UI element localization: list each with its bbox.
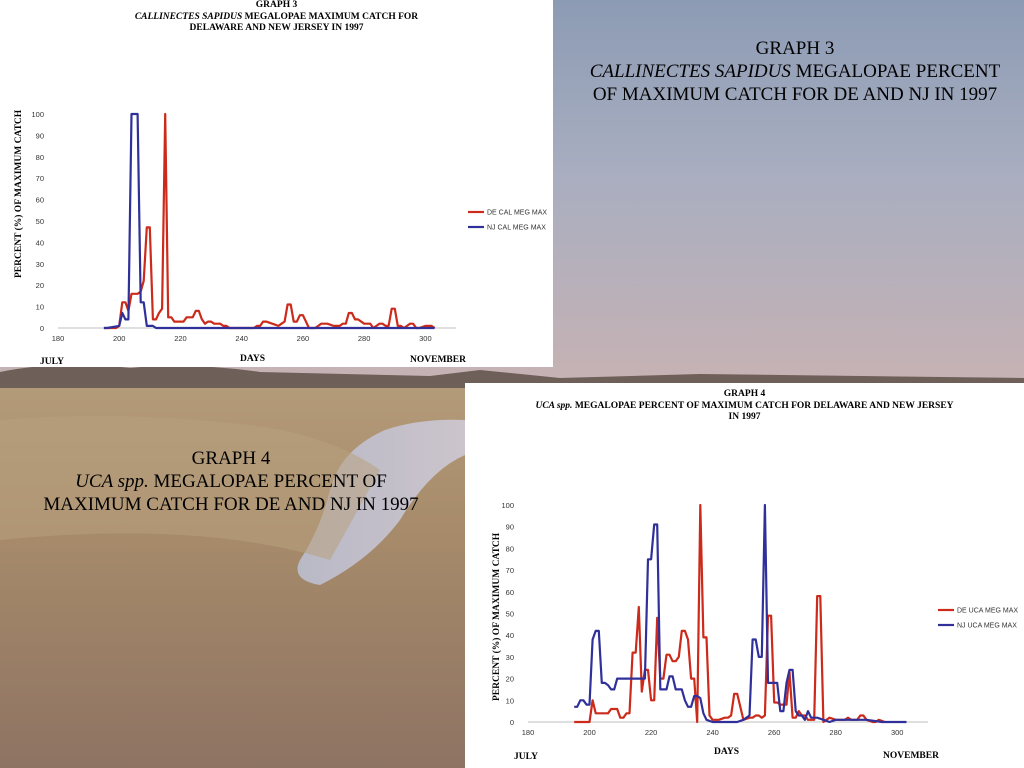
graph-3-july-label: JULY: [40, 357, 64, 367]
graph-4-title-line2: MEGALOPAE PERCENT OF MAXIMUM CATCH FOR D…: [572, 400, 954, 411]
graph-3-title-line2: MEGALOPAE MAXIMUM CATCH FOR: [242, 11, 419, 22]
graph-3-x-tick-label: 180: [52, 334, 65, 343]
graph-3-y-tick-label: 30: [36, 260, 44, 269]
graph-3-y-tick-label: 80: [36, 153, 44, 162]
graph-4-chart: 0 10 20 30 40 50 60 70 80 90 100 180 200 220 240 260 280…: [501, 501, 1018, 737]
graph-3-y-tick-label: 90: [36, 131, 44, 140]
graph-3-caption-heading: GRAPH 3: [755, 38, 835, 59]
creek-water: [297, 419, 465, 585]
graph-4-y-tick-label: 20: [506, 675, 514, 684]
graph-4-y-tick-label: 50: [506, 610, 514, 619]
graph-4-series-line-2: [574, 503, 907, 724]
graph-3-series-line-1: [103, 112, 436, 330]
graph-3-title-line3: DELAWARE AND NEW JERSEY IN 1997: [189, 23, 364, 33]
graph-4-x-tick-label: 300: [891, 728, 904, 737]
graph-4-caption-text: MEGALOPAE PERCENT OF MAXIMUM CATCH FOR D…: [43, 471, 419, 515]
graph-3-x-tick-label: 280: [358, 334, 371, 343]
graph-4-x-axis-label: DAYS: [714, 747, 739, 757]
graph-4-x-tick-label: 240: [706, 728, 719, 737]
graph-4-title-line1: GRAPH 4: [723, 389, 766, 399]
graph-3-x-tick-label: 220: [174, 334, 187, 343]
graph-3-y-tick-label: 0: [40, 324, 44, 333]
graph-3-x-tick-label: 260: [297, 334, 310, 343]
graph-4-y-tick-label: 40: [506, 631, 514, 640]
graph-3-y-tick-label: 70: [36, 174, 44, 183]
graph-4-x-tick-label: 260: [768, 728, 781, 737]
graph-4-y-tick-label: 30: [506, 653, 514, 662]
graph-3-november-label: NOVEMBER: [410, 355, 466, 365]
graph-4-caption-species: UCA spp.: [75, 471, 149, 492]
graph-3-panel: GRAPH 3 CALLINECTES SAPIDUS MEGALOPAE MA…: [0, 0, 553, 367]
graph-3-series-line-2: [103, 112, 435, 330]
graph-3-y-tick-label: 50: [36, 217, 44, 226]
graph-4-y-tick-label: 10: [506, 696, 514, 705]
graph-4-caption-heading: GRAPH 4: [191, 448, 271, 469]
graph-4-series-line-1: [574, 503, 886, 724]
graph-4-legend-label-1: DE UCA MEG MAX: [957, 608, 1018, 615]
graph-4-title-line3: IN 1997: [728, 412, 761, 422]
graph-3-x-tick-label: 300: [419, 334, 432, 343]
graph-4-caption: GRAPH 4 UCA spp. MEGALOPAE PERCENT OF MA…: [25, 447, 437, 516]
graph-3-chart: 0 10 20 30 40 50 60 70 80 90 100 180 200 220 240 260 280…: [31, 110, 547, 343]
graph-3-title: GRAPH 3 CALLINECTES SAPIDUS MEGALOPAE MA…: [0, 0, 553, 35]
graph-3-title-line1: GRAPH 3: [255, 0, 298, 10]
graph-4-y-tick-label: 90: [506, 523, 514, 532]
graph-3-y-tick-label: 60: [36, 196, 44, 205]
graph-4-species: UCA spp.: [535, 400, 573, 411]
graph-4-y-tick-label: 70: [506, 566, 514, 575]
graph-4-y-tick-label: 0: [510, 718, 514, 727]
graph-4-title: GRAPH 4 UCA spp. MEGALOPAE PERCENT OF MA…: [465, 389, 1024, 424]
graph-4-panel: GRAPH 4 UCA spp. MEGALOPAE PERCENT OF MA…: [465, 383, 1024, 768]
graph-4-x-tick-label: 220: [645, 728, 658, 737]
graph-3-legend-label-1: DE CAL MEG MAX: [487, 210, 547, 217]
graph-3-y-tick-label: 10: [36, 303, 44, 312]
graph-4-july-label: JULY: [514, 752, 538, 762]
graph-3-y-tick-label: 20: [36, 281, 44, 290]
graph-3-y-tick-label: 100: [31, 110, 44, 119]
graph-4-x-tick-label: 280: [829, 728, 842, 737]
graph-3-y-tick-label: 40: [36, 238, 44, 247]
graph-4-november-label: NOVEMBER: [883, 751, 939, 761]
graph-4-x-tick-label: 200: [583, 728, 596, 737]
graph-3-legend-label-2: NJ CAL MEG MAX: [487, 225, 546, 232]
graph-3-caption: GRAPH 3 CALLINECTES SAPIDUS MEGALOPAE PE…: [580, 37, 1010, 106]
graph-3-x-tick-label: 240: [235, 334, 248, 343]
marsh-grass-band: [0, 416, 380, 560]
graph-4-y-tick-label: 80: [506, 544, 514, 553]
graph-3-caption-text: MEGALOPAE PERCENT OF MAXIMUM CATCH FOR D…: [592, 61, 1001, 105]
graph-4-x-tick-label: 180: [522, 728, 535, 737]
graph-4-y-tick-label: 100: [501, 501, 514, 510]
graph-4-y-tick-label: 60: [506, 588, 514, 597]
graph-4-legend-label-2: NJ UCA MEG MAX: [957, 623, 1017, 630]
graph-3-species: CALLINECTES SAPIDUS: [134, 11, 243, 22]
graph-3-x-tick-label: 200: [113, 334, 126, 343]
graph-3-caption-species: CALLINECTES SAPIDUS: [589, 61, 791, 82]
graph-3-x-axis-label: DAYS: [240, 354, 265, 364]
